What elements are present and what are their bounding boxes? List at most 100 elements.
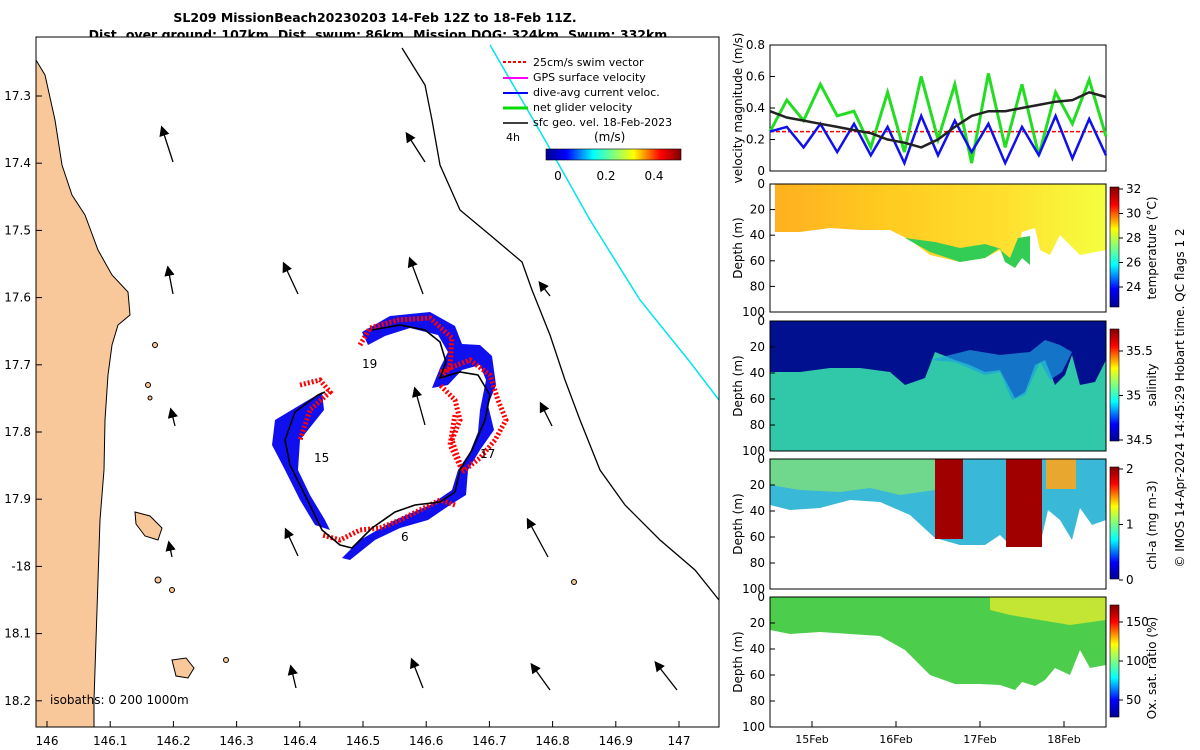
colorbar-tick: 0.4 <box>644 169 663 183</box>
map-y-ticks: 17.3 17.4 17.5 17.6 17.7 17.8 17.9 -18 18.1 18.2 <box>4 89 42 708</box>
temperature-colorbar-ticks: 32 30 28 26 24 <box>1119 182 1141 294</box>
day-label: 6 <box>401 530 409 544</box>
salinity-panel: 35.5 35 34.5 salinity <box>769 320 1159 452</box>
temperature-colorbar <box>1109 186 1120 308</box>
colorbar-tick-label: 2 <box>1126 462 1134 476</box>
depth-tick-label: 0 <box>757 452 765 466</box>
islet <box>223 657 229 663</box>
temperature-field <box>775 184 1106 265</box>
salinity-deep-water <box>770 352 1106 451</box>
salinity-axes <box>769 320 1107 452</box>
colorbar-tick-label: 35.5 <box>1126 344 1153 358</box>
date-ticks: 15Feb 16Feb 17Feb 18Feb <box>795 721 1081 746</box>
chla-panel: 2 1 0 chl-a (mg m-3) <box>769 458 1159 590</box>
title-line1: SL209 MissionBeach20230203 14-Feb 12Z to… <box>173 10 576 25</box>
depth-tick-label: 100 <box>742 305 765 319</box>
velocity-axes <box>769 44 1107 172</box>
depth-tick-label: 20 <box>750 340 765 354</box>
depth-tick-label: 100 <box>742 444 765 458</box>
islet <box>169 587 175 593</box>
depth-ylabel: Depth (m) <box>731 493 745 554</box>
map-y-tick-label: 17.5 <box>4 223 31 237</box>
temperature-cool-layer <box>905 236 1030 268</box>
island-small-1 <box>171 657 195 679</box>
chla-surface-green <box>770 459 935 495</box>
colorbar-scale-label: 4h <box>506 131 520 144</box>
legend-label-current: dive-avg current veloc. <box>533 86 660 99</box>
colorbar-tick-label: 100 <box>1126 654 1149 668</box>
day-label: 19 <box>362 357 377 371</box>
date-tick-label: 15Feb <box>795 733 828 746</box>
chla-cbar-label: chl-a (mg m-3) <box>1145 480 1159 569</box>
salinity-mid <box>930 340 1072 400</box>
map-legend: 25cm/s swim vector GPS surface velocity … <box>503 56 682 183</box>
colorbar-tick-label: 26 <box>1126 256 1141 270</box>
date-tick-label: 18Feb <box>1047 733 1080 746</box>
islet <box>571 579 577 585</box>
depth-axes: 0 20 40 60 80 100 Depth (m) 0 20 40 60 80 100 Depth (… <box>731 177 775 734</box>
depth-tick-label: 40 <box>750 642 765 656</box>
temperature-cbar-label: temperature (°C) <box>1145 197 1159 300</box>
depth-tick-label: 60 <box>750 392 765 406</box>
map-colorbar <box>545 148 682 161</box>
depth-tick-label: 40 <box>750 366 765 380</box>
temperature-axes <box>769 183 1107 313</box>
depth-tick-label: 80 <box>750 556 765 570</box>
depth-tick-label: 0 <box>757 177 765 191</box>
velocity-panel: 0 0.2 0.4 0.6 0.8 velocity magnitude (m/s) <box>731 33 1108 183</box>
temperature-panel: 32 30 28 26 24 temperature (°C) <box>769 182 1159 313</box>
depth-tick-label: 20 <box>750 203 765 217</box>
islet <box>154 576 162 584</box>
chla-colorbar-ticks: 2 1 0 <box>1119 462 1134 587</box>
map-y-tick-label: -18 <box>11 559 31 573</box>
chla-axes <box>769 458 1107 590</box>
colorbar-tick-label: 0 <box>1126 573 1134 587</box>
swim-vector-fringe <box>297 315 509 543</box>
colorbar-tick-label: 30 <box>1126 207 1141 221</box>
oxygen-cbar-label: Ox. sat. ratio (%) <box>1145 617 1159 719</box>
oxygen-high-surface <box>990 597 1106 625</box>
depth-ylabel: Depth (m) <box>731 355 745 416</box>
colorbar-tick-label: 50 <box>1126 693 1141 707</box>
islet <box>147 395 153 401</box>
colorbar-tick: 0.2 <box>596 169 615 183</box>
velocity-y-tick-label: 0 <box>757 164 765 178</box>
map-x-tick-label: 146.8 <box>535 734 569 748</box>
day-label: 17 <box>480 447 495 461</box>
colorbar-unit: (m/s) <box>594 130 625 144</box>
island-dunk <box>134 511 163 541</box>
colorbar-tick-label: 35 <box>1126 389 1141 403</box>
map-y-tick-label: 17.6 <box>4 291 31 305</box>
salinity-colorbar-ticks: 35.5 35 34.5 <box>1119 344 1153 447</box>
depth-tick-label: 20 <box>750 478 765 492</box>
map-y-tick-label: 17.7 <box>4 358 31 372</box>
coastline-land <box>36 59 131 727</box>
map-x-tick-label: 146.7 <box>472 734 506 748</box>
colorbar-tick-label: 1 <box>1126 518 1134 532</box>
oxygen-field <box>770 597 1106 690</box>
depth-tick-label: 40 <box>750 504 765 518</box>
map-x-tick-label: 146.5 <box>346 734 380 748</box>
map-x-tick-label: 146.2 <box>156 734 190 748</box>
chla-high-patch <box>935 459 963 539</box>
legend-label-swim: 25cm/s swim vector <box>533 56 644 69</box>
map-x-tick-label: 146.3 <box>219 734 253 748</box>
map-x-ticks: 146 146.1 146.2 146.3 146.4 146.5 146.6 146.7 14… <box>36 721 691 748</box>
colorbar-tick-label: 32 <box>1126 182 1141 196</box>
map-x-tick-label: 146.4 <box>283 734 317 748</box>
map-y-tick-label: 17.4 <box>4 156 31 170</box>
depth-tick-label: 0 <box>757 590 765 604</box>
legend-label-gps: GPS surface velocity <box>533 71 646 84</box>
velocity-series-line <box>769 90 1107 149</box>
velocity-y-tick-label: 0.2 <box>746 133 765 147</box>
velocity-y-ticks: 0 0.2 0.4 0.6 0.8 <box>746 38 775 178</box>
map-y-tick-label: 18.1 <box>4 627 31 641</box>
colorbar-tick: 0 <box>554 169 562 183</box>
colorbar-tick-label: 28 <box>1126 231 1141 245</box>
map-y-tick-label: 17.8 <box>4 425 31 439</box>
map-y-tick-label: 18.2 <box>4 694 31 708</box>
map-x-tick-label: 147 <box>668 734 691 748</box>
depth-tick-label: 100 <box>742 582 765 596</box>
chla-colorbar <box>1109 466 1120 580</box>
